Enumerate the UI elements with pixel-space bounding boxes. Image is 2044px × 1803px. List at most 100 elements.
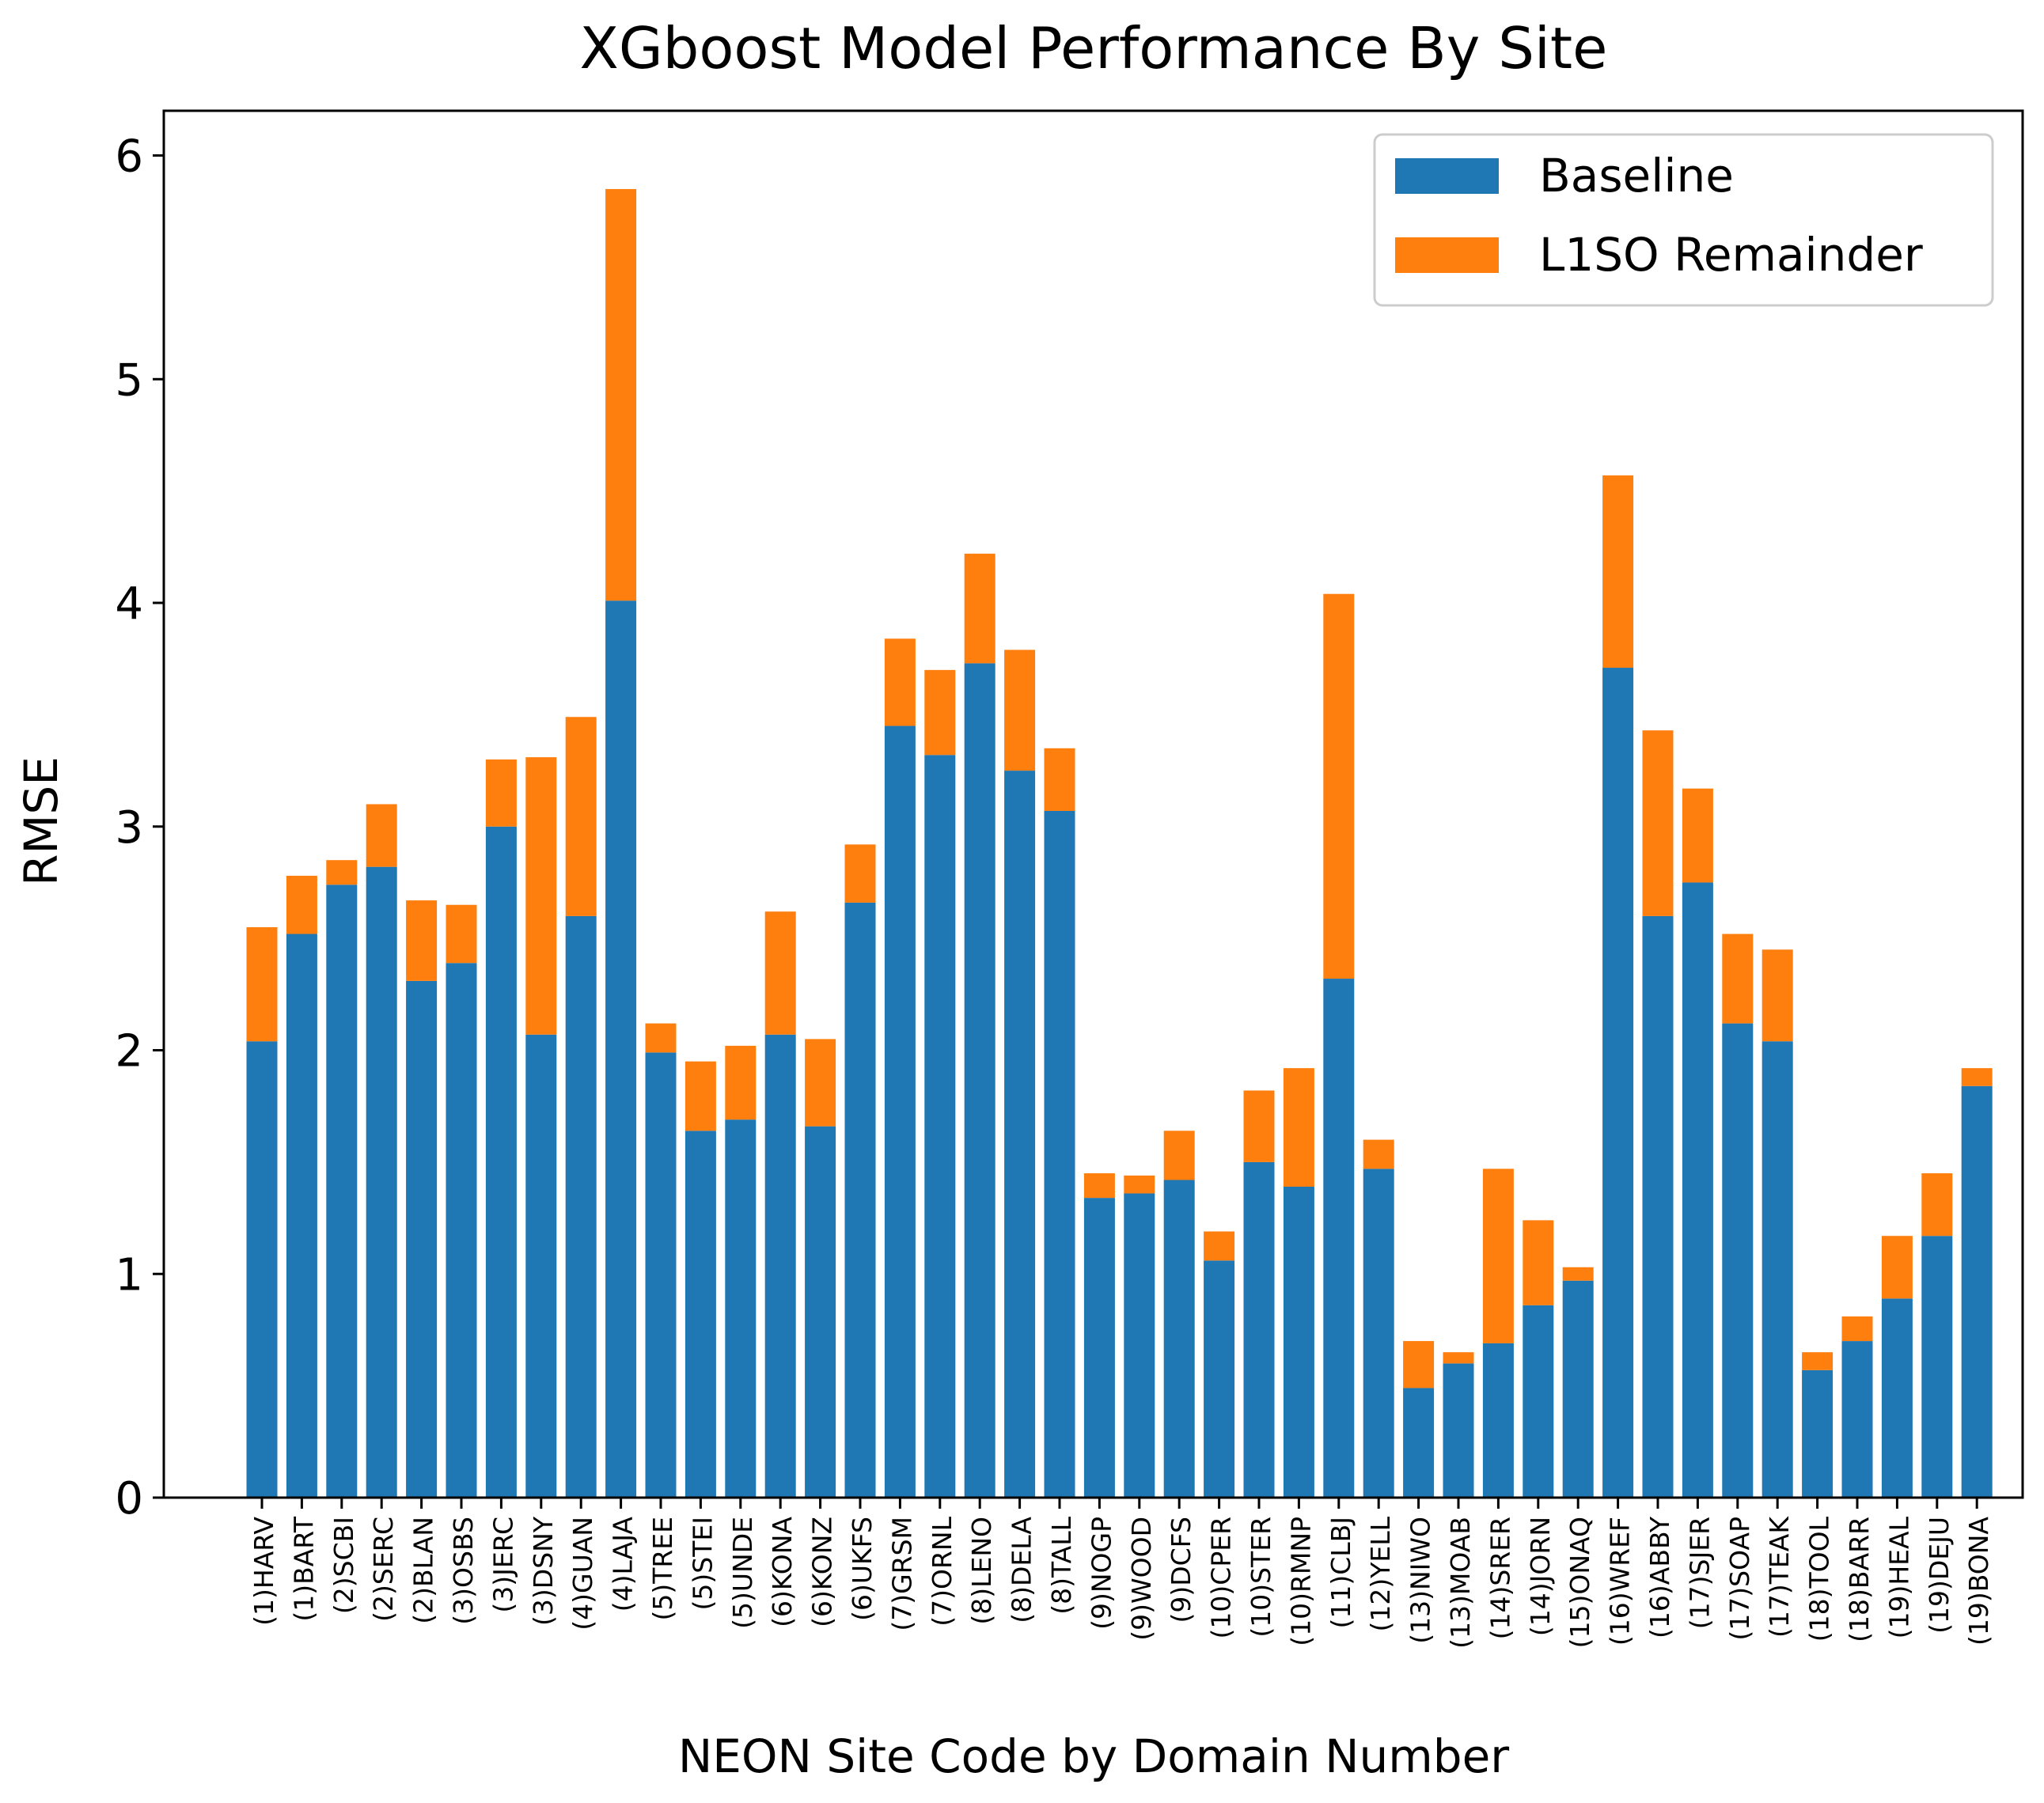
bar-l1so-remainder (1523, 1220, 1554, 1305)
bar-l1so-remainder (884, 638, 916, 726)
bar-l1so-remainder (1722, 934, 1754, 1024)
bar-baseline (1642, 915, 1674, 1498)
bar-l1so-remainder (1841, 1316, 1873, 1342)
bar-l1so-remainder (645, 1023, 677, 1053)
bar-l1so-remainder (1921, 1173, 1953, 1237)
x-tick-label: (10)STER (1246, 1517, 1276, 1638)
bar-baseline (246, 1041, 278, 1498)
bar-baseline (725, 1119, 757, 1498)
x-tick-label: (18)BARR (1844, 1517, 1875, 1642)
legend-label: L1SO Remainder (1539, 228, 1923, 282)
bar-l1so-remainder (446, 904, 477, 964)
bar-l1so-remainder (1283, 1068, 1314, 1187)
chart-title: XGboost Model Performance By Site (580, 15, 1608, 81)
bar-baseline (525, 1034, 557, 1498)
bar-l1so-remainder (1562, 1267, 1594, 1281)
x-tick-label: (14)JORN (1525, 1517, 1556, 1636)
bar-baseline (1403, 1388, 1435, 1498)
bar-baseline (964, 663, 995, 1498)
bar-l1so-remainder (1163, 1131, 1195, 1180)
x-tick-label: (7)GRSM (886, 1517, 917, 1631)
bar-l1so-remainder (1642, 730, 1674, 916)
x-tick-label: (4)LAJA (608, 1517, 639, 1612)
bar-l1so-remainder (525, 757, 557, 1035)
bar-baseline (764, 1034, 796, 1498)
bar-l1so-remainder (1243, 1090, 1275, 1162)
x-tick-label: (9)WOOD (1126, 1517, 1157, 1641)
y-tick-label: 2 (115, 1026, 143, 1078)
y-tick-label: 4 (115, 578, 143, 630)
plot-frame (162, 109, 2024, 1499)
x-tick-label: (6)KONA (767, 1517, 798, 1627)
x-tick-label: (15)ONAQ (1564, 1517, 1595, 1648)
y-axis-label: RMSE (14, 756, 68, 886)
y-tick-label: 0 (115, 1473, 143, 1525)
bar-l1so-remainder (1443, 1352, 1474, 1364)
bar-l1so-remainder (1403, 1341, 1435, 1388)
x-tick-label: (18)TOOL (1804, 1516, 1835, 1642)
bar-baseline (446, 963, 477, 1498)
bar-baseline (844, 902, 876, 1498)
y-tick-label: 5 (115, 354, 143, 406)
x-tick-label: (10)RMNP (1285, 1517, 1316, 1646)
x-tick-label: (17)TEAK (1764, 1516, 1795, 1638)
bar-l1so-remainder (725, 1045, 757, 1120)
x-tick-label: (9)DCFS (1166, 1517, 1196, 1623)
bar-baseline (406, 980, 438, 1498)
bar-l1so-remainder (246, 927, 278, 1042)
x-tick-label: (13)MOAB (1445, 1517, 1476, 1649)
bar-l1so-remainder (485, 759, 517, 827)
bar-l1so-remainder (286, 875, 317, 934)
x-tick-label: (6)UKFS (847, 1517, 878, 1621)
x-tick-label: (8)TALL (1046, 1516, 1077, 1614)
x-tick-label: (5)TREE (647, 1517, 678, 1621)
bar-l1so-remainder (366, 804, 397, 867)
bar-baseline (1163, 1180, 1195, 1498)
x-tick-label: (3)DSNY (528, 1516, 559, 1626)
bar-l1so-remainder (326, 860, 358, 885)
bar-l1so-remainder (406, 900, 438, 981)
x-tick-label: (17)SJER (1684, 1517, 1715, 1629)
bar-baseline (684, 1131, 716, 1498)
bar-baseline (1523, 1305, 1554, 1498)
x-tick-label: (13)NIWO (1405, 1517, 1436, 1644)
bar-baseline (1482, 1343, 1514, 1498)
x-tick-label: (5)STEI (687, 1517, 718, 1610)
bar-l1so-remainder (1204, 1231, 1235, 1261)
bar-baseline (1802, 1369, 1834, 1498)
bar-baseline (1443, 1363, 1474, 1498)
y-tick-label: 1 (115, 1249, 143, 1301)
legend-swatch (1395, 158, 1499, 194)
bar-baseline (565, 915, 597, 1498)
bar-baseline (1562, 1280, 1594, 1498)
x-tick-label: (3)OSBS (448, 1517, 479, 1625)
bar-baseline (1722, 1023, 1754, 1498)
bar-l1so-remainder (1044, 748, 1075, 811)
x-tick-label: (7)ORNL (927, 1516, 958, 1626)
bar-baseline (1602, 668, 1634, 1498)
x-tick-label: (19)HEAL (1883, 1516, 1914, 1638)
bar-l1so-remainder (1124, 1175, 1155, 1194)
bar-baseline (1243, 1161, 1275, 1498)
bar-baseline (645, 1052, 677, 1498)
bar-baseline (1881, 1298, 1913, 1498)
x-tick-label: (12)YELL (1365, 1516, 1396, 1631)
x-tick-label: (19)BONA (1963, 1517, 1994, 1646)
x-tick-label: (6)KONZ (807, 1517, 838, 1627)
bar-l1so-remainder (1323, 593, 1355, 979)
legend: Baseline L1SO Remainder (1373, 133, 1994, 307)
bar-l1so-remainder (1004, 650, 1036, 771)
bar-baseline (1204, 1260, 1235, 1498)
legend-swatch (1395, 237, 1499, 273)
bar-baseline (1004, 771, 1036, 1498)
y-tick-label: 6 (115, 131, 143, 183)
bar-baseline (1124, 1193, 1155, 1498)
x-tick-label: (2)BLAN (408, 1517, 439, 1624)
legend-label: Baseline (1539, 149, 1734, 203)
x-tick-label: (5)UNDE (727, 1517, 758, 1629)
bar-baseline (1961, 1085, 1993, 1498)
x-tick-label: (1)BART (288, 1516, 319, 1621)
x-tick-label: (1)HARV (248, 1517, 279, 1626)
bar-baseline (1083, 1198, 1115, 1498)
x-tick-label: (8)LENO (966, 1517, 997, 1625)
